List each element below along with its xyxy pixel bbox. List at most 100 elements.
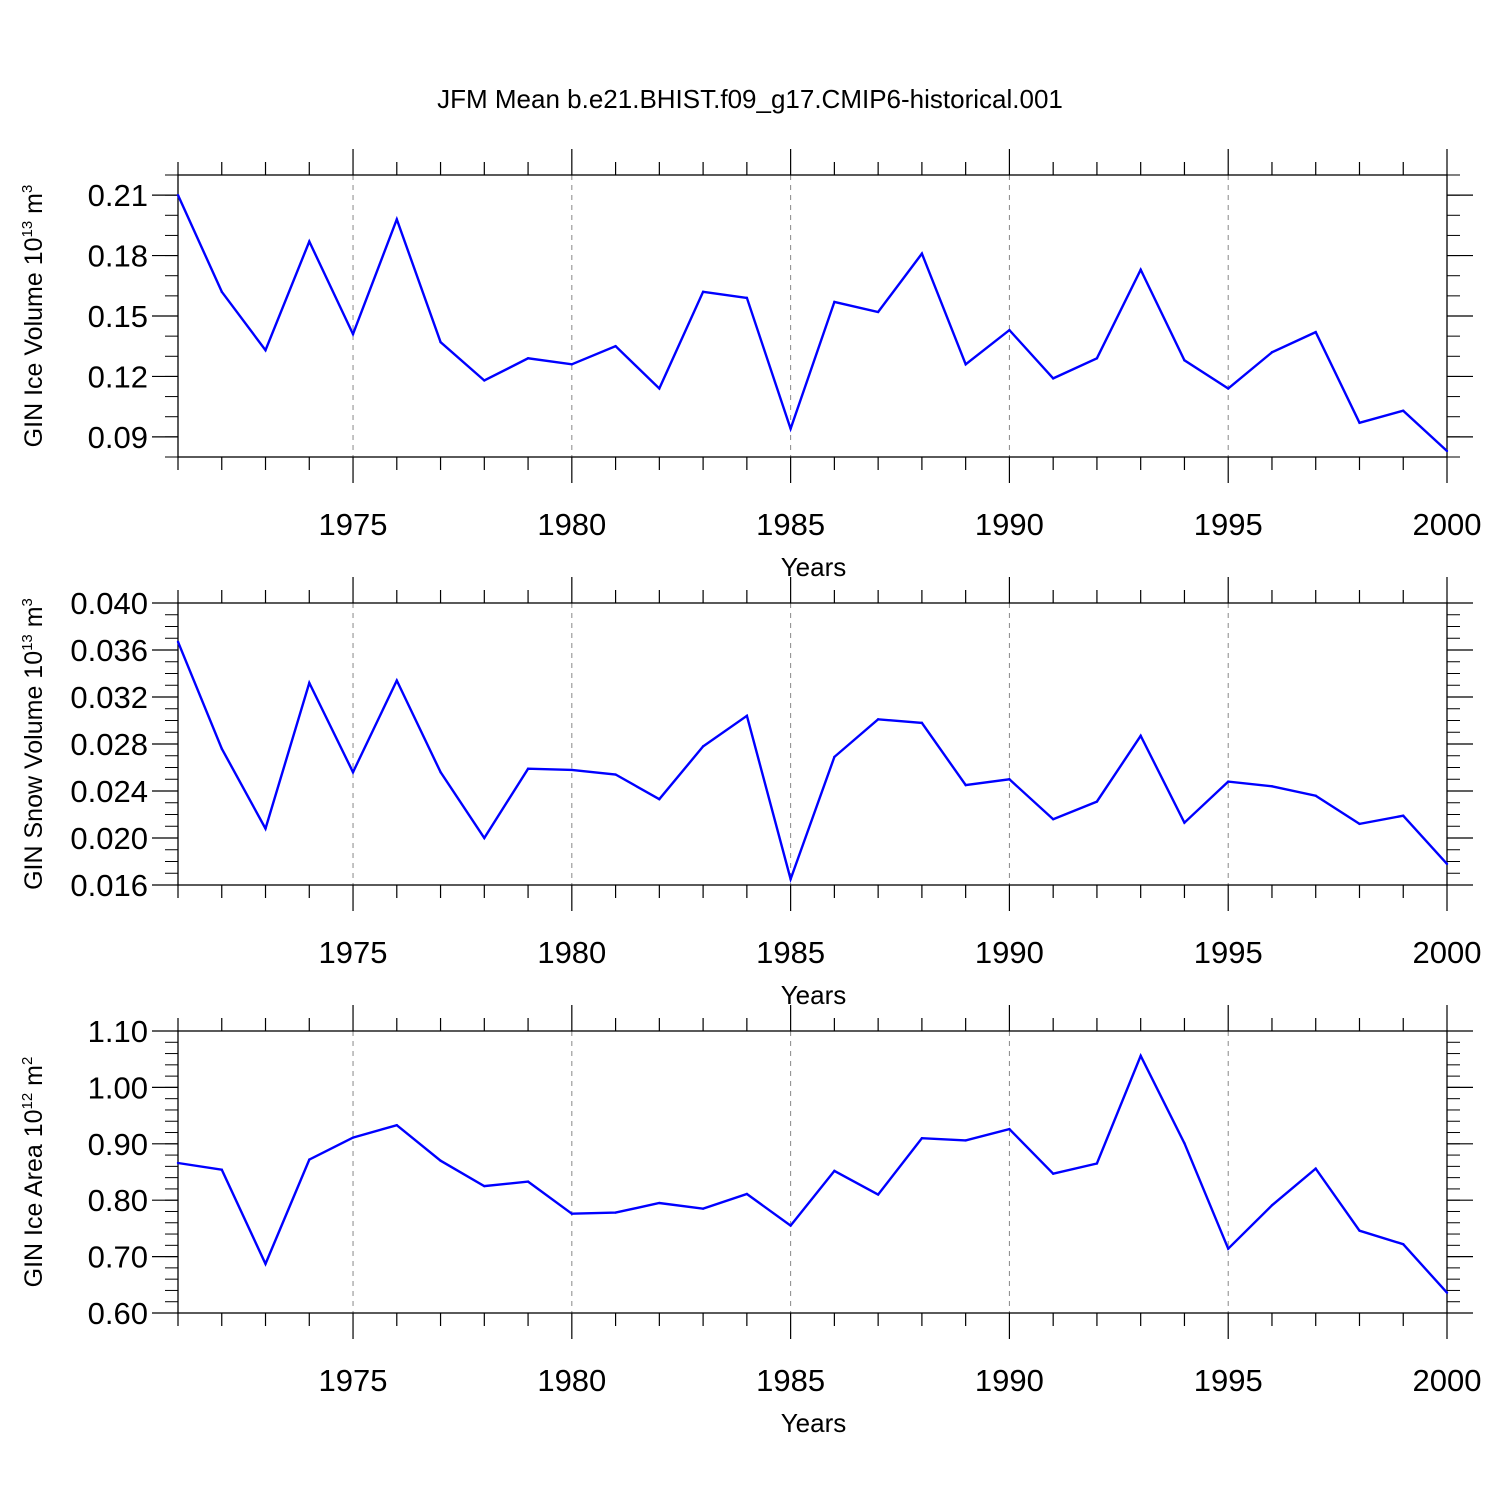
y-axis-title-unit-exp: 2: [19, 1057, 36, 1065]
y-axis-title-unit: m: [20, 606, 48, 634]
x-tick-label: 1990: [975, 935, 1044, 970]
data-point: [1227, 1247, 1230, 1250]
x-tick-label: 1975: [319, 935, 388, 970]
data-point: [658, 387, 661, 390]
data-point: [1227, 387, 1230, 390]
data-point: [1008, 328, 1011, 332]
data-point: [1051, 377, 1055, 380]
y-axis-title-exp: 13: [19, 634, 36, 651]
data-point: [1051, 818, 1055, 821]
x-tick-label: 2000: [1413, 935, 1482, 970]
y-axis-title: GIN Ice Area 1012 m2: [19, 1057, 48, 1288]
y-tick-label: 0.12: [88, 359, 148, 394]
x-tick-label: 1980: [537, 1363, 606, 1398]
data-point: [439, 1159, 442, 1162]
data-point: [1270, 1204, 1274, 1207]
data-point: [1358, 822, 1361, 826]
chart-panel-1: 0.09 0.12 0.15 0.18 0.21 1975 1980 1985 1990 1995…: [19, 149, 1481, 582]
data-point: [264, 827, 267, 830]
data-point: [789, 427, 792, 430]
y-axis-title: GIN Ice Volume 1013 m3: [19, 185, 48, 448]
y-tick-label: 1.00: [88, 1070, 148, 1105]
y-tick-label: 0.040: [70, 586, 148, 621]
data-point: [1183, 359, 1186, 362]
data-point: [745, 1192, 749, 1196]
data-point: [1314, 1167, 1317, 1170]
data-point: [526, 767, 530, 770]
y-axis-title: GIN Snow Volume 1013 m3: [19, 598, 48, 890]
series-line-1: [176, 194, 1448, 452]
x-tick-label: 1995: [1194, 935, 1263, 970]
data-point: [833, 1169, 836, 1173]
y-tick-label: 0.09: [88, 420, 148, 455]
y-tick-label: 0.90: [88, 1127, 148, 1162]
x-tick-label: 1975: [319, 1363, 388, 1398]
series-line-2: [176, 641, 1448, 884]
data-point: [833, 755, 836, 759]
data-point: [833, 300, 836, 304]
data-point: [1227, 780, 1230, 783]
y-axis-title-unit-exp: 3: [19, 598, 36, 606]
data-point: [1008, 778, 1011, 781]
x-tick-label: 1990: [975, 507, 1044, 542]
y-tick-label: 0.032: [70, 680, 148, 715]
x-tick-label: 1985: [756, 935, 825, 970]
data-point: [1402, 409, 1405, 412]
chart-panel-2: 0.016 0.020 0.024 0.028 0.032 0.036 0.040 1975 1…: [19, 577, 1481, 1010]
data-point: [1270, 351, 1274, 354]
data-point: [176, 1161, 180, 1165]
x-axis-title: Years: [781, 1408, 847, 1438]
data-point: [570, 1212, 574, 1215]
data-point: [1095, 357, 1099, 360]
data-point: [876, 718, 880, 721]
data-point: [658, 1201, 661, 1205]
data-point: [526, 1180, 530, 1183]
x-axis-title: Years: [781, 980, 847, 1010]
y-tick-label: 0.60: [88, 1296, 148, 1331]
data-point: [658, 798, 661, 801]
x-tick-label: 1995: [1194, 1363, 1263, 1398]
x-tick-label: 1985: [756, 507, 825, 542]
data-point: [789, 877, 792, 881]
plot-frame: [177, 1030, 1448, 1314]
plot-frame: [177, 174, 1448, 458]
data-point: [570, 768, 574, 772]
data-point: [964, 363, 967, 366]
data-point: [964, 1139, 967, 1142]
data-point: [439, 771, 442, 774]
y-axis-title-unit: m: [20, 193, 48, 221]
data-point: [1445, 1291, 1449, 1294]
data-point: [1008, 1127, 1011, 1131]
data-point: [701, 290, 705, 294]
y-tick-label: 1.10: [88, 1014, 148, 1049]
data-point: [1358, 421, 1361, 424]
data-point: [1095, 800, 1099, 803]
data-point: [264, 1262, 267, 1266]
data-point: [964, 783, 967, 787]
y-axis-title-main: GIN Ice Area 10: [20, 1109, 48, 1287]
data-point: [1139, 268, 1142, 271]
data-point: [876, 1193, 880, 1196]
data-point: [1402, 814, 1405, 817]
y-tick-label: 0.80: [88, 1183, 148, 1218]
y-axis-title-main: GIN Snow Volume 10: [20, 651, 48, 890]
figure-title: JFM Mean b.e21.BHIST.f09_g17.CMIP6-histo…: [437, 84, 1063, 114]
x-tick-label: 1985: [756, 1363, 825, 1398]
y-tick-label: 0.18: [88, 239, 148, 274]
data-point: [264, 349, 267, 352]
data-point: [526, 357, 530, 360]
data-point: [1095, 1162, 1099, 1165]
data-point: [1270, 785, 1274, 788]
x-axis-title: Years: [781, 552, 847, 582]
data-point: [1314, 794, 1317, 797]
y-axis-title-main: GIN Ice Volume 10: [20, 237, 48, 447]
y-axis-title-unit-exp: 3: [19, 185, 36, 193]
data-point: [920, 252, 924, 255]
data-point: [570, 363, 574, 366]
data-point: [483, 379, 486, 382]
chart-panel-3: 0.60 0.70 0.80 0.90 1.00 1.10 1975 1980 1985 1990…: [19, 1005, 1481, 1438]
y-tick-label: 0.15: [88, 299, 148, 334]
x-tick-label: 1975: [319, 507, 388, 542]
data-point: [614, 773, 617, 776]
y-axis-title-unit: m: [20, 1065, 48, 1093]
